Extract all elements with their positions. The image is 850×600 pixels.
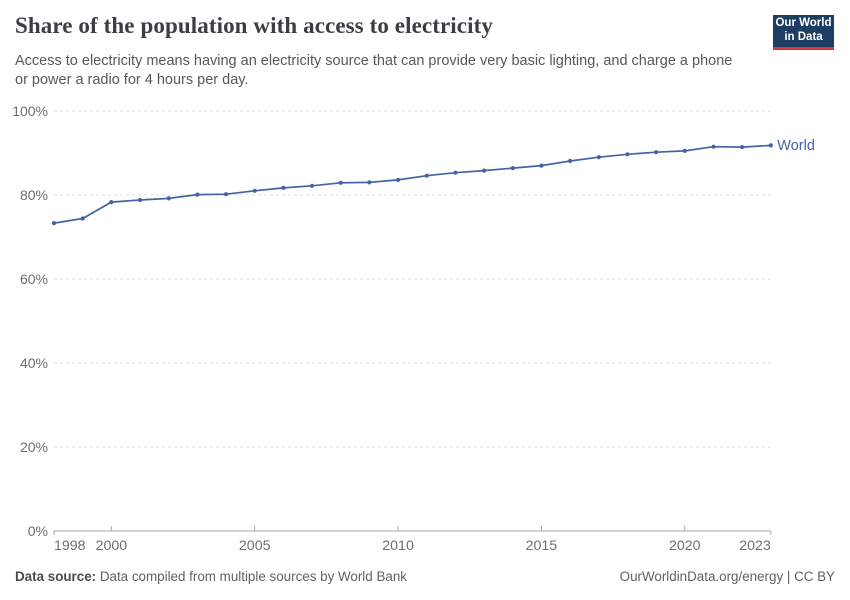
data-point-2016[interactable]: [568, 158, 573, 164]
data-point-2006[interactable]: [281, 185, 286, 190]
owid-logo-line1: Our World: [775, 17, 832, 30]
data-source-label: Data source:: [15, 569, 97, 584]
y-tick-label-80: 80%: [20, 187, 48, 203]
data-point-2004[interactable]: [223, 192, 229, 197]
chart-subtitle-line2: or power a radio for 4 hours per day.: [15, 72, 249, 89]
x-tick-label-2015: 2015: [526, 538, 558, 554]
data-point-2003[interactable]: [195, 192, 200, 197]
data-point-2000[interactable]: [109, 200, 114, 205]
data-point-2008[interactable]: [338, 180, 343, 185]
series-label-world[interactable]: World: [777, 138, 815, 154]
data-point-2023[interactable]: [768, 143, 773, 148]
credit-link[interactable]: OurWorldinData.org/energy | CC BY: [619, 569, 835, 584]
data-point-2009[interactable]: [367, 180, 372, 185]
data-point-2001[interactable]: [137, 197, 143, 203]
y-tick-label-0: 0%: [28, 523, 48, 539]
data-point-2011[interactable]: [424, 173, 429, 178]
x-tick-label-2010: 2010: [382, 538, 414, 554]
data-point-2021[interactable]: [711, 144, 716, 149]
data-point-2015[interactable]: [539, 163, 544, 168]
data-point-2020[interactable]: [682, 148, 687, 153]
series-line-world[interactable]: [53, 144, 771, 224]
data-source: Data source: Data compiled from multiple…: [15, 569, 407, 584]
data-point-1998[interactable]: [51, 221, 57, 226]
chart-subtitle-line1: Access to electricity means having an el…: [15, 53, 733, 69]
data-point-2013[interactable]: [482, 168, 487, 173]
data-point-2018[interactable]: [625, 152, 630, 157]
x-tick-label-1998: 1998: [54, 538, 86, 554]
data-point-2005[interactable]: [252, 188, 257, 193]
y-tick-label-20: 20%: [20, 439, 48, 455]
chart-subtitle: Access to electricity means having an el…: [15, 52, 765, 90]
data-point-2019[interactable]: [654, 150, 659, 155]
data-point-2002[interactable]: [166, 196, 171, 201]
data-point-2017[interactable]: [596, 155, 601, 160]
x-tick-label-2023: 2023: [739, 538, 771, 554]
y-tick-label-100: 100%: [12, 103, 48, 119]
x-tick-label-2020: 2020: [669, 538, 701, 554]
owid-logo-line2: in Data: [784, 31, 823, 43]
data-point-2022[interactable]: [740, 145, 745, 150]
data-point-2014[interactable]: [510, 166, 515, 171]
chart-footer: Data source: Data compiled from multiple…: [15, 569, 835, 584]
data-point-2012[interactable]: [453, 170, 458, 175]
y-tick-label-60: 60%: [20, 271, 48, 287]
chart-title: Share of the population with access to e…: [15, 13, 493, 38]
owid-logo[interactable]: Our World in Data: [773, 15, 834, 50]
data-point-1999[interactable]: [80, 216, 85, 221]
x-tick-label-2005: 2005: [239, 538, 271, 554]
data-point-2010[interactable]: [396, 177, 401, 182]
data-source-text: Data compiled from multiple sources by W…: [96, 569, 407, 584]
x-tick-label-2000: 2000: [96, 538, 128, 554]
data-point-2007[interactable]: [309, 183, 315, 188]
y-tick-label-40: 40%: [20, 355, 48, 371]
